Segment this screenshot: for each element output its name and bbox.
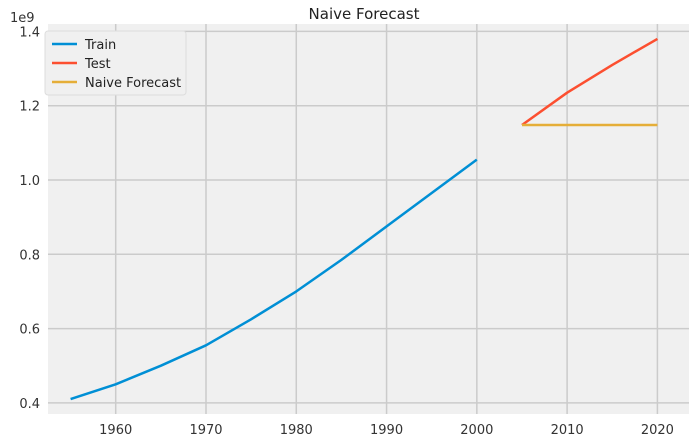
series-line-test: [521, 37, 659, 127]
legend-label: Train: [84, 38, 116, 53]
y-offset-label: 1e9: [10, 11, 35, 26]
x-tick-label: 1960: [99, 423, 132, 438]
x-tick-label: 1990: [370, 423, 403, 438]
legend-box: [44, 30, 187, 96]
x-tick-label: 1970: [189, 423, 222, 438]
y-axis-ticks: 0.4 0.6 0.8 1.0 1.2 1.4: [19, 25, 40, 411]
legend-label: Naive Forecast: [85, 76, 181, 91]
y-tick-label: 0.6: [19, 323, 40, 338]
legend-items: Train Test Naive Forecast: [52, 38, 181, 91]
legend-label: Test: [84, 57, 111, 72]
x-tick-label: 1980: [280, 423, 313, 438]
legend: Train Test Naive Forecast: [44, 30, 187, 96]
series-lines: [70, 37, 659, 401]
y-tick-label: 1.0: [19, 174, 40, 189]
y-tick-label: 0.8: [19, 248, 40, 263]
x-axis-ticks: 1960 1970 1980 1990 2000 2010 2020: [99, 423, 674, 438]
y-tick-label: 0.4: [19, 397, 40, 412]
y-tick-label: 1.2: [19, 100, 40, 115]
x-tick-label: 2000: [460, 423, 493, 438]
chart-title: Naive Forecast: [309, 5, 420, 23]
y-tick-label: 1.4: [19, 25, 40, 40]
series-line-train: [70, 158, 478, 401]
x-tick-label: 2020: [641, 423, 674, 438]
x-tick-label: 2010: [551, 423, 584, 438]
grid-lines: [48, 24, 689, 414]
